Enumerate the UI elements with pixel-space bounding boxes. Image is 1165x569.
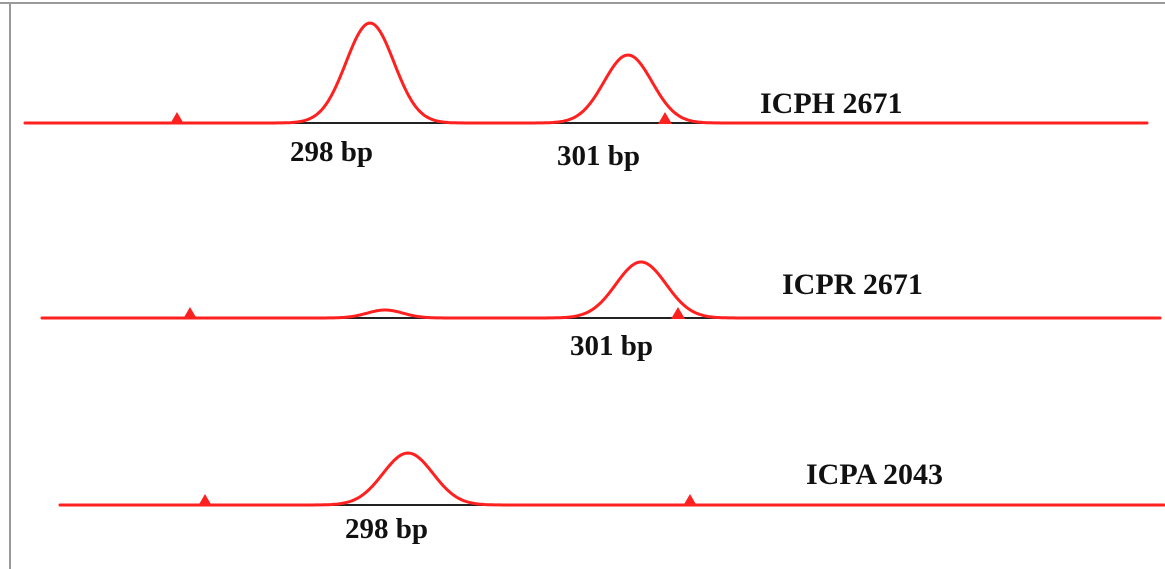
panel-2-size-marker-2 xyxy=(671,307,685,319)
panel-1: 298 bp 301 bp ICPH 2671 xyxy=(23,21,1149,172)
panel-1-size-marker-1 xyxy=(170,112,184,124)
panel-3-sample-label: ICPA 2043 xyxy=(806,458,943,491)
panel-3-size-marker-2 xyxy=(683,494,697,506)
panel-2-trace xyxy=(40,260,1162,320)
panel-2: 301 bp ICPR 2671 xyxy=(40,260,1162,362)
panel-3-trace xyxy=(58,451,1165,507)
panel-1-peak-label-2: 301 bp xyxy=(557,140,640,172)
panel-1-peak-label-1: 298 bp xyxy=(290,136,373,168)
panel-3-size-marker-1 xyxy=(198,494,212,506)
panel-1-size-marker-2 xyxy=(658,112,672,124)
panel-2-peak-label-1: 301 bp xyxy=(570,330,653,362)
panel-3-peak-label-1: 298 bp xyxy=(345,513,428,545)
panel-1-sample-label: ICPH 2671 xyxy=(760,87,903,120)
panel-3: 298 bp ICPA 2043 xyxy=(58,451,1165,545)
panel-1-trace xyxy=(23,21,1149,125)
panel-2-sample-label: ICPR 2671 xyxy=(782,268,923,301)
panel-2-size-marker-1 xyxy=(183,307,197,319)
